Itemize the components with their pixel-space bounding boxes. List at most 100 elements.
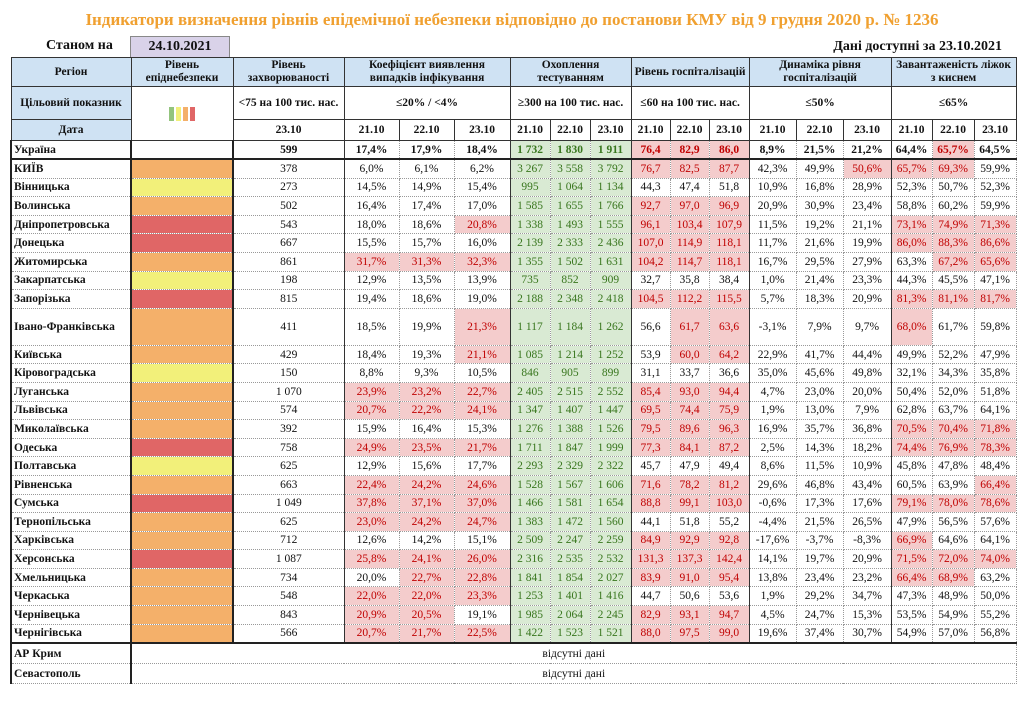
oxygen-value: 50,0%	[973, 586, 1017, 607]
ukraine-row: Україна 599 17,4% 17,9% 18,4% 1 732 1 830 1 911…	[10, 140, 1017, 160]
table-row: Дніпропетровська 543 18,0% 18,6% 20,8% 1 338 1…	[10, 214, 1017, 235]
hosp-value: 81,2	[708, 474, 750, 495]
coef-value: 18,6%	[398, 214, 455, 235]
dynamics-value: 7,9%	[795, 307, 844, 346]
testing-value: 2 333	[549, 233, 591, 253]
table-row: Черкаська 548 22,0% 22,0% 23,3% 1 253 1 401 1 4…	[10, 586, 1017, 607]
level-indicator	[130, 586, 234, 607]
hosp-value: 94,4	[708, 381, 750, 402]
region-name: Чернігівська	[10, 623, 132, 644]
level-indicator	[130, 177, 234, 198]
testing-value: 1 732	[509, 140, 551, 160]
target-coef: ≤20% / <4%	[343, 86, 511, 120]
table-row: Житомирська 861 31,7% 31,3% 32,3% 1 355 1 502 1…	[10, 251, 1017, 272]
coef-value: 14,2%	[398, 530, 455, 551]
testing-value: 1 064	[549, 177, 591, 198]
region-name: Кіровоградська	[10, 363, 132, 383]
hosp-value: 87,2	[708, 437, 750, 458]
hosp-value: 55,2	[708, 512, 750, 532]
oxygen-value: 73,1%	[890, 214, 933, 235]
testing-value: 2 259	[589, 530, 632, 551]
hosp-value: 107,0	[630, 233, 671, 253]
coef-value: 37,0%	[453, 493, 511, 514]
testing-value: 1 416	[589, 586, 632, 607]
oxygen-value: 57,0%	[931, 623, 975, 644]
dynamics-value: 19,6%	[748, 623, 797, 644]
oxygen-value: 63,7%	[931, 400, 975, 421]
hosp-value: 71,6	[630, 474, 671, 495]
coef-value: 20,7%	[343, 623, 400, 644]
table-row: Івано-Франківська 411 18,5% 19,9% 21,3% 1 117…	[10, 307, 1017, 346]
testing-value: 1 502	[549, 251, 591, 272]
coef-value: 31,7%	[343, 251, 400, 272]
incidence-value: 566	[232, 623, 345, 644]
level-indicator	[130, 400, 234, 421]
coef-value: 15,5%	[343, 233, 400, 253]
coef-value: 23,9%	[343, 381, 400, 402]
dynamics-value: 23,4%	[842, 196, 892, 216]
oxygen-value: 66,9%	[890, 530, 933, 551]
hosp-value: 103,4	[669, 214, 710, 235]
testing-value: 995	[509, 177, 551, 198]
coef-value: 22,0%	[343, 586, 400, 607]
hosp-value: 53,9	[630, 344, 671, 365]
coef-value: 19,3%	[398, 344, 455, 365]
dynamics-value: 21,2%	[842, 140, 892, 160]
oxygen-value: 68,9%	[931, 567, 975, 588]
oxygen-value: 47,9%	[890, 512, 933, 532]
coef-value: 21,1%	[453, 344, 511, 365]
hosp-value: 93,1	[669, 605, 710, 625]
target-testing: ≥300 на 100 тис. нас.	[509, 86, 632, 120]
coef-value: 14,9%	[398, 177, 455, 198]
hosp-value: 83,9	[630, 567, 671, 588]
header-hosp: Рівень госпіталізацій	[630, 57, 750, 87]
testing-value: 3 792	[589, 158, 632, 179]
testing-value: 1 911	[589, 140, 632, 160]
coef-value: 17,0%	[453, 196, 511, 216]
testing-value: 1 526	[589, 419, 632, 439]
oxygen-value: 70,5%	[890, 419, 933, 439]
dynamics-value: 8,9%	[748, 140, 797, 160]
hosp-value: 97,0	[669, 196, 710, 216]
region-name: Сумська	[10, 493, 132, 514]
testing-value: 1 528	[509, 474, 551, 495]
testing-value: 1 847	[549, 437, 591, 458]
hosp-value: 56,6	[630, 307, 671, 346]
date-dynamics-0: 21.10	[748, 119, 797, 141]
coef-value: 31,3%	[398, 251, 455, 272]
oxygen-value: 55,2%	[973, 605, 1017, 625]
dynamics-value: 11,7%	[748, 233, 797, 253]
dynamics-value: 29,2%	[795, 586, 844, 607]
testing-value: 2 329	[549, 456, 591, 476]
level-indicator	[130, 140, 234, 160]
coef-value: 22,8%	[453, 567, 511, 588]
dynamics-value: 13,0%	[795, 400, 844, 421]
hosp-value: 115,5	[708, 289, 750, 309]
coef-value: 24,2%	[398, 474, 455, 495]
level-indicator	[130, 419, 234, 439]
dynamics-value: 19,9%	[842, 233, 892, 253]
dynamics-value: 16,7%	[748, 251, 797, 272]
dynamics-value: 11,5%	[795, 456, 844, 476]
hosp-value: 38,4	[708, 270, 750, 291]
region-name: Рівненська	[10, 474, 132, 495]
testing-value: 1 347	[509, 400, 551, 421]
table-row-missing: АР Крим відсутні дані	[10, 642, 1017, 665]
hosp-value: 35,8	[669, 270, 710, 291]
level-indicator	[130, 456, 234, 476]
level-indicator	[130, 512, 234, 532]
incidence-value: 625	[232, 512, 345, 532]
coef-value: 23,0%	[343, 512, 400, 532]
testing-value: 846	[509, 363, 551, 383]
date-testing-2: 23.10	[589, 119, 632, 141]
coef-value: 24,1%	[453, 400, 511, 421]
oxygen-value: 59,9%	[973, 196, 1017, 216]
dynamics-value: -8,3%	[842, 530, 892, 551]
coef-value: 6,1%	[398, 158, 455, 179]
coef-value: 21,3%	[453, 307, 511, 346]
oxygen-value: 45,5%	[931, 270, 975, 291]
coef-value: 20,8%	[453, 214, 511, 235]
hosp-value: 49,4	[708, 456, 750, 476]
dynamics-value: 29,5%	[795, 251, 844, 272]
oxygen-value: 64,1%	[973, 530, 1017, 551]
